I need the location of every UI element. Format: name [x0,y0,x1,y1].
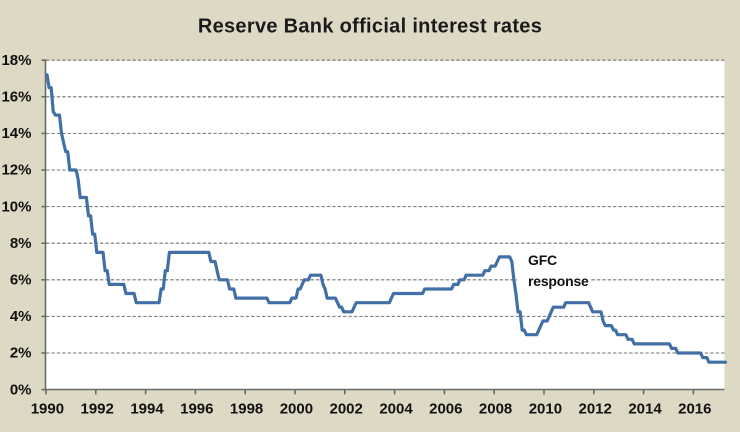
svg-text:GFC: GFC [528,252,557,268]
svg-text:2008: 2008 [479,401,512,418]
svg-text:2006: 2006 [429,401,462,418]
svg-text:2012: 2012 [579,401,612,418]
svg-text:2000: 2000 [280,401,313,418]
svg-text:1994: 1994 [130,401,164,418]
svg-text:2004: 2004 [379,401,413,418]
svg-text:6%: 6% [10,272,32,289]
svg-text:4%: 4% [10,308,32,325]
svg-text:16%: 16% [1,89,31,106]
svg-text:1998: 1998 [230,401,263,418]
svg-text:1996: 1996 [180,401,213,418]
svg-text:1990: 1990 [31,401,64,418]
svg-text:2016: 2016 [678,401,711,418]
svg-text:2002: 2002 [330,401,363,418]
svg-text:14%: 14% [1,125,31,142]
svg-text:0%: 0% [10,381,32,398]
svg-text:response: response [528,273,589,289]
svg-text:1992: 1992 [81,401,114,418]
svg-text:2010: 2010 [529,401,562,418]
svg-text:18%: 18% [1,52,31,69]
svg-text:2014: 2014 [628,401,662,418]
svg-text:12%: 12% [1,162,31,179]
svg-text:Reserve Bank official interest: Reserve Bank official interest rates [198,16,542,38]
svg-text:10%: 10% [1,198,31,215]
svg-text:8%: 8% [10,235,32,252]
svg-text:2%: 2% [10,345,32,362]
